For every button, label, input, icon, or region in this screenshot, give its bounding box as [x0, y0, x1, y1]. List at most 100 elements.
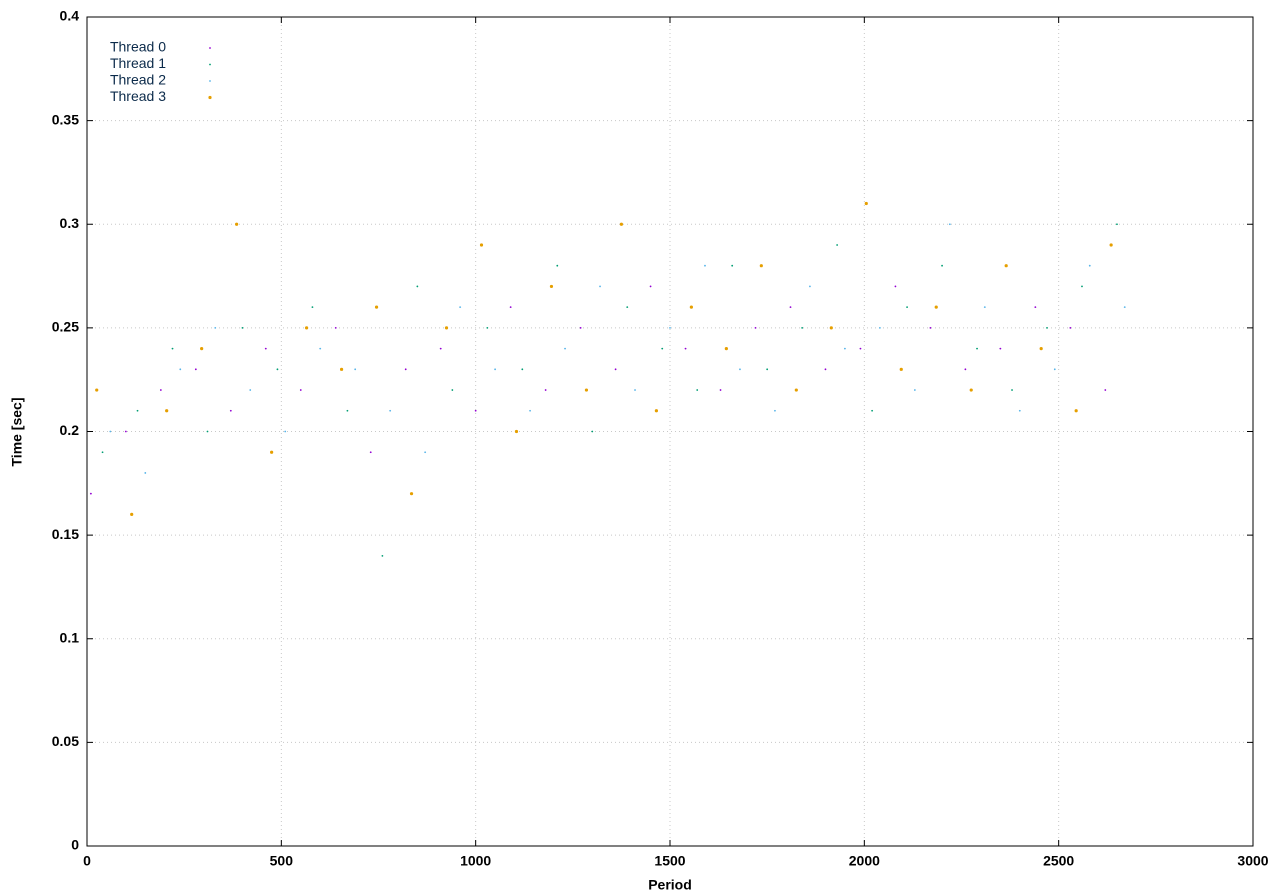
data-point	[89, 492, 92, 495]
data-point	[229, 409, 232, 412]
data-point	[754, 326, 757, 329]
data-point	[381, 554, 384, 557]
data-point	[789, 306, 792, 309]
data-point	[416, 285, 419, 288]
data-point	[264, 347, 267, 350]
x-tick-label: 1500	[654, 853, 685, 869]
data-point	[179, 368, 182, 371]
legend-label: Thread 1	[110, 55, 166, 71]
data-point	[514, 429, 519, 434]
data-point	[969, 388, 973, 392]
data-point	[999, 347, 1002, 350]
y-tick-label: 0.4	[60, 8, 80, 24]
data-point	[374, 305, 379, 309]
legend-label: Thread 2	[110, 72, 166, 88]
data-point	[549, 284, 554, 289]
data-point	[878, 326, 881, 329]
data-point	[599, 285, 601, 288]
data-point	[194, 368, 197, 371]
data-point	[241, 326, 244, 329]
plot-frame	[86, 16, 1254, 847]
data-point	[95, 388, 99, 392]
data-point	[479, 243, 484, 247]
x-tick-label: 1000	[460, 853, 491, 869]
data-point	[1053, 368, 1056, 371]
data-point	[836, 244, 839, 246]
data-point	[976, 347, 978, 350]
data-point	[829, 326, 833, 330]
legend-marker	[209, 47, 211, 49]
data-point	[584, 388, 589, 392]
data-point	[389, 409, 392, 412]
data-point	[906, 306, 908, 309]
legend-label: Thread 3	[110, 88, 166, 104]
data-point	[941, 264, 943, 267]
data-point	[619, 222, 624, 226]
data-point	[591, 430, 594, 433]
data-point	[200, 347, 204, 351]
data-point	[696, 389, 699, 391]
data-point	[354, 368, 357, 371]
data-point	[579, 326, 582, 329]
data-point	[766, 368, 769, 371]
data-point	[159, 389, 162, 391]
data-point	[899, 367, 903, 371]
y-tick-label: 0.2	[60, 422, 80, 438]
data-point	[165, 409, 169, 413]
x-tick-label: 2000	[849, 853, 880, 869]
data-point	[284, 430, 287, 433]
data-point	[913, 389, 916, 391]
data-point	[719, 389, 722, 391]
data-point	[1109, 243, 1113, 247]
data-point	[459, 306, 462, 309]
data-point	[844, 347, 846, 350]
data-point	[809, 285, 811, 288]
data-point	[339, 367, 344, 371]
data-point	[214, 326, 217, 329]
data-point	[626, 306, 629, 309]
data-point	[894, 285, 897, 288]
data-point	[270, 450, 274, 454]
data-point	[404, 368, 407, 371]
data-point	[983, 306, 986, 309]
data-point	[689, 305, 693, 309]
data-point	[1088, 264, 1091, 267]
data-point	[346, 409, 349, 412]
data-point	[1069, 326, 1072, 329]
data-point	[206, 430, 209, 433]
data-point	[1116, 223, 1118, 226]
legend-marker	[209, 63, 211, 66]
data-point	[556, 264, 559, 267]
data-point	[774, 409, 776, 412]
data-point	[544, 389, 547, 391]
data-point	[731, 264, 734, 267]
data-point	[486, 326, 489, 329]
data-point	[964, 368, 967, 371]
y-tick-label: 0.1	[60, 629, 80, 645]
data-point	[494, 368, 496, 371]
data-point	[369, 451, 372, 454]
data-point	[1004, 264, 1008, 268]
data-point	[1039, 347, 1043, 351]
data-point	[1104, 389, 1107, 391]
data-point	[654, 409, 658, 413]
data-point	[509, 306, 512, 309]
data-point	[669, 326, 671, 329]
data-point	[614, 368, 617, 371]
x-tick-label: 0	[83, 853, 91, 869]
data-point	[1018, 409, 1021, 412]
y-tick-label: 0.25	[52, 319, 79, 335]
data-point	[759, 264, 763, 268]
data-point	[311, 306, 314, 309]
data-point	[801, 326, 804, 329]
data-point	[451, 389, 454, 391]
y-tick-label: 0.3	[60, 215, 80, 231]
data-point	[136, 409, 139, 412]
data-point	[130, 512, 134, 517]
y-tick-label: 0.35	[52, 111, 79, 127]
legend-marker	[208, 95, 212, 100]
data-point	[871, 409, 874, 412]
data-point	[1081, 285, 1083, 288]
x-axis-label: Period	[648, 877, 692, 893]
